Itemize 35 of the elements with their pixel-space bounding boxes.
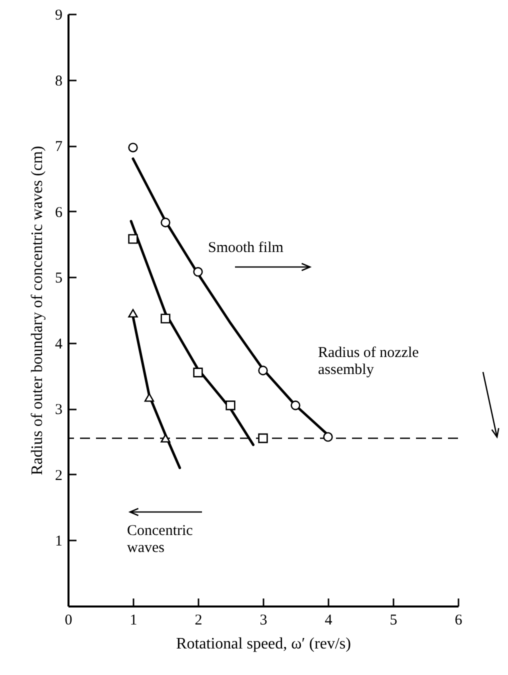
point bbox=[258, 366, 268, 376]
ref-line-label: Radius of nozzle assembly bbox=[318, 345, 420, 378]
annotation: Concentric waves bbox=[127, 523, 194, 556]
y-tick-label: 1 bbox=[55, 534, 62, 550]
point bbox=[144, 393, 154, 402]
y-tick-label: 8 bbox=[55, 73, 62, 90]
y-tick-label: 6 bbox=[55, 204, 63, 221]
y-tick-label: 7 bbox=[55, 139, 63, 156]
x-tick-label: 2 bbox=[194, 612, 202, 628]
point bbox=[128, 234, 138, 244]
x-tick-label: 5 bbox=[390, 612, 398, 628]
y-tick-label: 2 bbox=[55, 468, 62, 484]
annotation: Smooth film bbox=[208, 240, 284, 256]
point bbox=[193, 267, 203, 277]
y-tick-label: 3 bbox=[55, 402, 62, 418]
y-axis-title: Radius of outer boundary of concentric waves (cm) bbox=[29, 146, 46, 476]
y-tick-label: 9 bbox=[55, 8, 62, 24]
point bbox=[160, 434, 170, 443]
x-tick-label: 3 bbox=[260, 612, 268, 628]
y-tick-label: 5 bbox=[55, 270, 62, 287]
y-tick-label: 4 bbox=[55, 336, 63, 352]
point bbox=[226, 400, 236, 410]
point bbox=[258, 433, 268, 444]
x-tick-label: 6 bbox=[454, 612, 463, 628]
x-tick-label: 1 bbox=[130, 612, 138, 628]
point bbox=[128, 142, 138, 152]
point bbox=[323, 432, 333, 442]
x-tick-label: 0 bbox=[64, 612, 72, 628]
point bbox=[128, 309, 138, 318]
x-tick-label: 4 bbox=[324, 612, 333, 628]
point bbox=[160, 314, 170, 324]
x-axis-title: Rotational speed, ω′ (rev/s) bbox=[176, 636, 351, 652]
point bbox=[193, 368, 203, 378]
point bbox=[290, 400, 300, 410]
point bbox=[160, 218, 170, 228]
